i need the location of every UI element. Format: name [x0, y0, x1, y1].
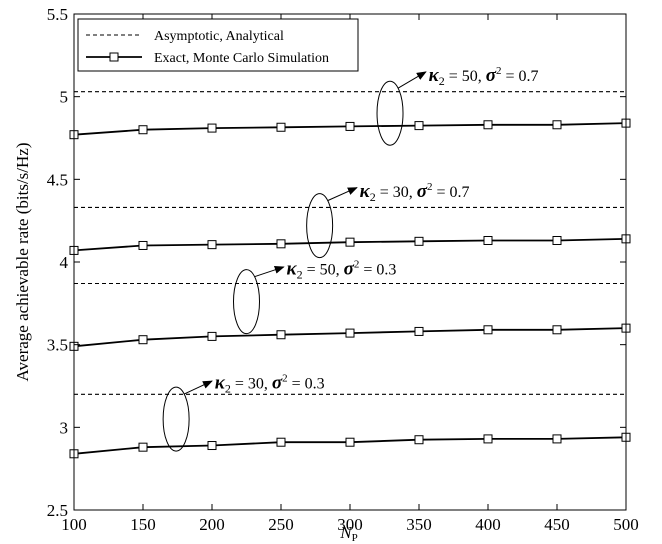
annotation-arrow-2: [254, 266, 285, 278]
square-marker: [138, 240, 148, 250]
plot-area: [74, 14, 626, 510]
square-marker: [345, 328, 355, 338]
square-marker: [138, 335, 148, 345]
y-axis-label: Average achievable rate (bits/s/Hz): [13, 143, 32, 382]
annotation-label-0: κ2 = 50, σ2 = 0.7: [429, 65, 539, 88]
legend: Asymptotic, Analytical Exact, Monte Carlo…: [77, 18, 359, 72]
square-marker: [207, 331, 217, 341]
x-tick-label: 250: [268, 515, 294, 534]
square-marker: [414, 435, 424, 445]
y-tick-label: 4: [60, 253, 69, 272]
axes-layer: 100 150 200 250 300 350 400 450 500 2.5 3 3.5 4 4.5 5 5…: [47, 5, 639, 534]
x-tick-label: 200: [199, 515, 225, 534]
y-tick-label: 5: [60, 88, 69, 107]
y-tick-label: 4.5: [47, 170, 68, 189]
y-tick-label: 3: [60, 418, 69, 437]
x-tick-label: 300: [337, 515, 363, 534]
legend-box: [77, 18, 359, 72]
annotation-arrow-1: [327, 187, 358, 202]
x-tick-label: 500: [613, 515, 639, 534]
annotation-layer: κ2 = 50, σ2 = 0.7 κ2 = 30, σ2 = 0.7 κ2 = 5…: [162, 65, 539, 452]
square-marker: [414, 326, 424, 336]
square-marker: [345, 237, 355, 247]
annotation-arrow-3: [183, 380, 213, 395]
annotation-ellipse-1: [306, 193, 334, 259]
square-marker: [276, 437, 286, 447]
square-marker: [207, 123, 217, 133]
legend-swatch-marker: [109, 52, 119, 62]
x-tick-label: 150: [130, 515, 156, 534]
square-marker: [414, 236, 424, 246]
square-marker: [552, 120, 562, 130]
annotation-label-2: κ2 = 50, σ2 = 0.3: [287, 259, 397, 282]
x-tick-label: 450: [544, 515, 570, 534]
square-marker: [138, 442, 148, 452]
annotation-ellipse-3: [162, 386, 190, 452]
x-axis-label: NP: [339, 523, 357, 544]
annotation-label-1: κ2 = 30, σ2 = 0.7: [360, 181, 470, 204]
square-marker: [552, 325, 562, 335]
x-tick-label: 400: [475, 515, 501, 534]
x-tick-label: 100: [61, 515, 87, 534]
square-marker: [483, 434, 493, 444]
y-tick-label: 2.5: [47, 501, 68, 520]
square-marker: [414, 121, 424, 131]
square-marker: [207, 441, 217, 451]
y-tick-label: 3.5: [47, 336, 68, 355]
square-marker: [483, 325, 493, 335]
x-axis-label-sub: P: [352, 532, 358, 544]
square-marker: [552, 236, 562, 246]
annotation-label-3: κ2 = 30, σ2 = 0.3: [215, 373, 325, 396]
square-marker: [276, 330, 286, 340]
x-tick-label: 350: [406, 515, 432, 534]
annotation-arrow-0: [397, 71, 427, 89]
x-axis-label-main: N: [339, 523, 353, 542]
square-marker: [276, 239, 286, 249]
square-marker: [345, 121, 355, 131]
square-marker: [345, 437, 355, 447]
annotation-ellipse-2: [233, 269, 260, 335]
square-marker: [483, 120, 493, 130]
square-marker: [207, 240, 217, 250]
y-tick-label: 5.5: [47, 5, 68, 24]
square-marker: [138, 125, 148, 135]
square-marker: [276, 122, 286, 132]
square-marker: [552, 434, 562, 444]
legend-label-1: Exact, Monte Carlo Simulation: [154, 51, 329, 66]
legend-label-0: Asymptotic, Analytical: [154, 29, 284, 44]
square-marker: [483, 236, 493, 246]
annotation-ellipse-0: [376, 80, 404, 146]
